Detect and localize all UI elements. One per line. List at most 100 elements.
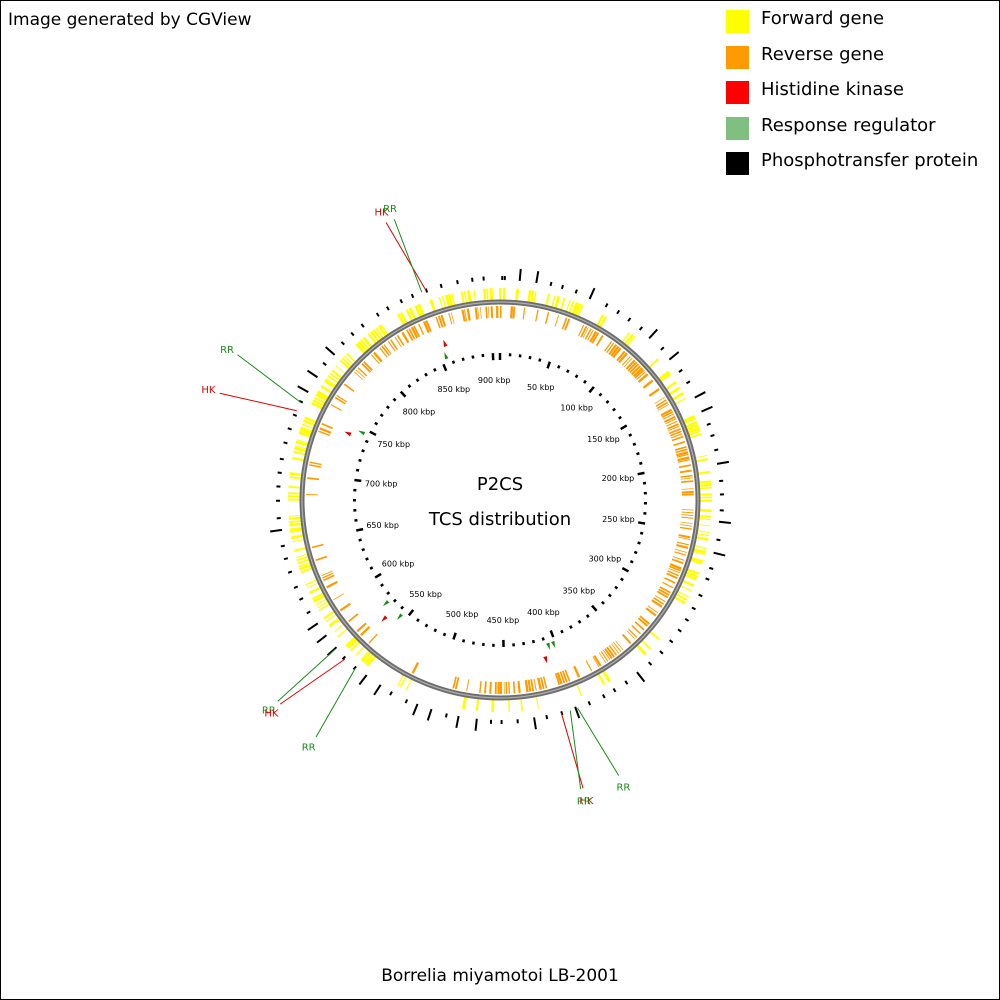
forward-gene [486,288,489,301]
forward-gene [694,545,707,550]
forward-gene [641,640,652,650]
forward-gene [684,417,697,424]
hk-callout-label: HK [264,708,279,719]
reverse-gene [655,399,667,407]
feature-tick [708,566,714,570]
outer-feature-ticks [270,268,731,731]
forward-gene [473,289,476,302]
ruler-minor-tick [358,458,362,463]
reverse-gene [381,345,390,357]
reverse-gene [678,464,691,469]
reverse-gene [517,680,521,694]
reverse-gene [681,488,694,490]
feature-tick [474,718,478,731]
feature-tick [545,714,549,720]
center-title: P2CS [477,474,523,495]
reverse-gene [626,630,636,640]
forward-gene [475,698,480,711]
forward-gene [429,299,437,312]
forward-gene [313,396,326,405]
forward-gene [515,288,520,301]
feature-tick [297,385,309,393]
forward-gene [684,574,697,581]
feature-tick [560,284,564,290]
reverse-gene [658,588,670,596]
reverse-gene [530,679,535,692]
forward-gene [337,628,348,638]
forward-gene [299,563,312,571]
reverse-gene [632,367,644,378]
ruler-minor-tick [583,379,587,384]
reverse-gene [662,413,675,420]
reverse-gene [675,548,687,553]
ruler-tick-label: 850 kbp [438,385,471,394]
reverse-gene [537,677,542,690]
rr-callout-line [315,668,356,738]
forward-gene [444,294,451,307]
forward-gene [405,679,413,691]
feature-tick [426,708,433,721]
ruler-tick-label: 700 kbp [365,480,398,489]
genome-backbone-ring [299,299,701,701]
ruler-minor-tick [557,365,561,369]
ruler-minor-tick [620,577,624,582]
forward-gene [294,446,307,453]
reverse-gene [623,357,633,368]
reverse-gene [561,317,568,330]
reverse-gene [533,678,537,691]
reverse-gene [653,597,665,605]
reverse-gene [330,404,342,412]
reverse-gene [410,326,419,339]
forward-gene [602,670,611,683]
forward-gene [682,579,695,587]
reverse-gene [554,314,560,327]
ruler-minor-tick [531,639,536,644]
reverse-gene [554,673,561,685]
reverse-gene [363,361,373,371]
forward-gene [294,445,307,450]
reverse-gene [634,369,645,379]
hk-callout-label: HK [579,796,594,807]
forward-gene [308,586,321,595]
forward-gene [535,696,539,709]
forward-gene [293,450,306,456]
forward-gene [375,327,384,339]
reverse-gene [334,396,346,405]
reverse-gene [612,347,622,359]
ruler-major-tick [549,630,555,638]
ruler-tick-label: 300 kbp [589,554,622,563]
reverse-gene [631,624,642,635]
forward-gene [289,472,302,477]
ruler-minor-tick [451,360,456,364]
reverse-gene [505,681,508,694]
reverse-gene [373,351,383,363]
reverse-gene [371,354,380,365]
reverse-gene [495,306,499,319]
reverse-gene [512,681,516,694]
reverse-gene [512,306,516,319]
forward-gene [331,369,343,379]
organism-name: Borrelia miyamotoi LB-2001 [381,966,619,986]
feature-tick [574,289,578,294]
reverse-gene [387,341,396,352]
forward-gene [677,590,689,598]
ruler-major-tick [452,632,457,640]
forward-gene [305,579,317,586]
feature-tick [410,293,415,299]
reverse-gene [654,594,666,603]
reverse-gene [477,307,480,320]
reverse-gene [610,345,620,357]
forward-gene [699,486,712,490]
ruler-tick-label: 500 kbp [446,610,479,619]
forward-gene [317,601,329,609]
forward-gene [554,295,561,309]
reverse-gene [671,435,684,442]
reverse-gene [361,362,372,373]
reverse-gene [645,607,657,617]
reverse-gene [440,314,447,327]
feature-tick [287,570,293,574]
forward-gene [685,420,698,428]
reverse-gene [406,329,414,341]
ruler-minor-tick [385,405,390,410]
feature-tick [587,700,592,706]
